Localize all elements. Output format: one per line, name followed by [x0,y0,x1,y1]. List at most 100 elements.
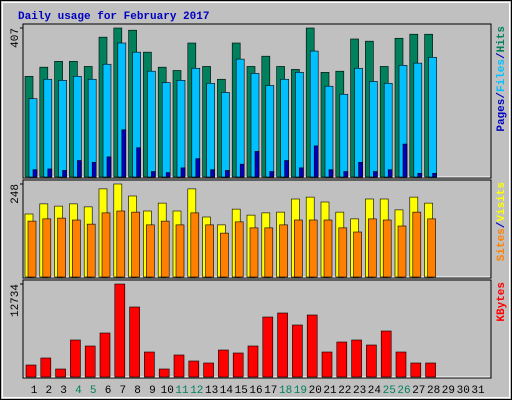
bar [428,56,437,178]
bar [206,82,215,178]
bar [249,227,259,278]
legend-entry: Pages [496,99,508,132]
x-tick-label: 21 [323,385,337,397]
bar [147,70,156,178]
bar [32,169,38,178]
bar [383,82,393,178]
bar [323,219,333,278]
bar [165,172,171,178]
x-tick-label: 26 [397,385,410,397]
x-tick-label: 11 [175,385,189,397]
x-tick-label: 10 [161,385,174,397]
bar [413,62,423,178]
bar [369,81,378,178]
bar [412,211,422,278]
bar [382,219,392,278]
bar [116,210,126,278]
bar [295,71,304,178]
bar [205,224,214,278]
legend-separator: / [496,92,508,99]
bar [146,224,155,278]
bar [27,220,37,278]
x-tick-label: 31 [471,385,485,397]
bar [234,221,244,278]
bar [292,324,303,378]
bar [151,171,156,178]
bar [247,345,259,378]
y-tick-label: 248 [10,184,22,204]
bar [136,147,141,178]
bar [25,364,37,378]
x-tick-label: 16 [249,385,262,397]
x-tick-label: 29 [442,385,455,397]
bar [188,360,200,378]
bar [402,143,408,178]
bar [328,169,334,178]
bar [129,306,140,378]
bar [161,82,171,178]
x-tick-label: 23 [353,385,366,397]
chart-title: Daily usage for February 2017 [18,11,209,23]
x-tick-label: 6 [105,385,112,397]
legend: Pages/Files/Hits [496,26,508,132]
x-tick-label: 2 [45,385,52,397]
bar [254,151,260,178]
bar [343,171,349,178]
y-tick-label: 407 [10,28,22,48]
bar [351,339,362,378]
x-tick-label: 28 [427,385,440,397]
x-tick-label: 12 [190,385,203,397]
bar [321,351,333,378]
x-tick-label: 13 [205,385,218,397]
bar [269,171,275,178]
bar [91,162,97,178]
bar [106,156,112,178]
bar [395,351,407,378]
bar [380,330,392,378]
legend-entry: Files [496,59,508,92]
bar [84,345,96,378]
bar [410,362,422,378]
bar [264,227,274,278]
legend-entry: Sites [496,228,508,261]
bar [368,218,377,278]
bar [210,169,215,178]
bar [218,349,229,378]
bar [195,158,201,178]
bar [40,357,52,378]
bar [299,167,304,178]
x-tick-label: 8 [134,385,141,397]
bar [279,224,288,278]
bar [265,85,275,178]
bar [203,362,214,378]
bar [339,93,349,178]
x-tick-label: 30 [457,385,470,397]
bar [220,232,229,278]
legend-entry: Visits [496,182,508,222]
bar [354,67,363,178]
bar [190,212,200,278]
legend-entry: Hits [496,26,508,52]
x-tick-label: 15 [235,385,248,397]
bar [397,225,407,278]
bar [358,162,363,178]
bar [77,160,82,178]
x-tick-label: 19 [294,385,307,397]
bar [373,171,378,178]
bar [180,167,186,178]
bar [425,362,436,378]
bar [58,80,67,178]
bar [131,211,140,278]
bar [72,219,81,278]
x-tick-label: 14 [220,385,234,397]
legend: Sites/Visits [496,182,508,261]
bar [239,163,245,178]
x-tick-label: 24 [368,385,382,397]
legend-entry: KBytes [496,282,508,322]
legend-separator: / [496,52,508,59]
bar [336,341,348,378]
bar [387,169,393,178]
bar [42,218,52,278]
